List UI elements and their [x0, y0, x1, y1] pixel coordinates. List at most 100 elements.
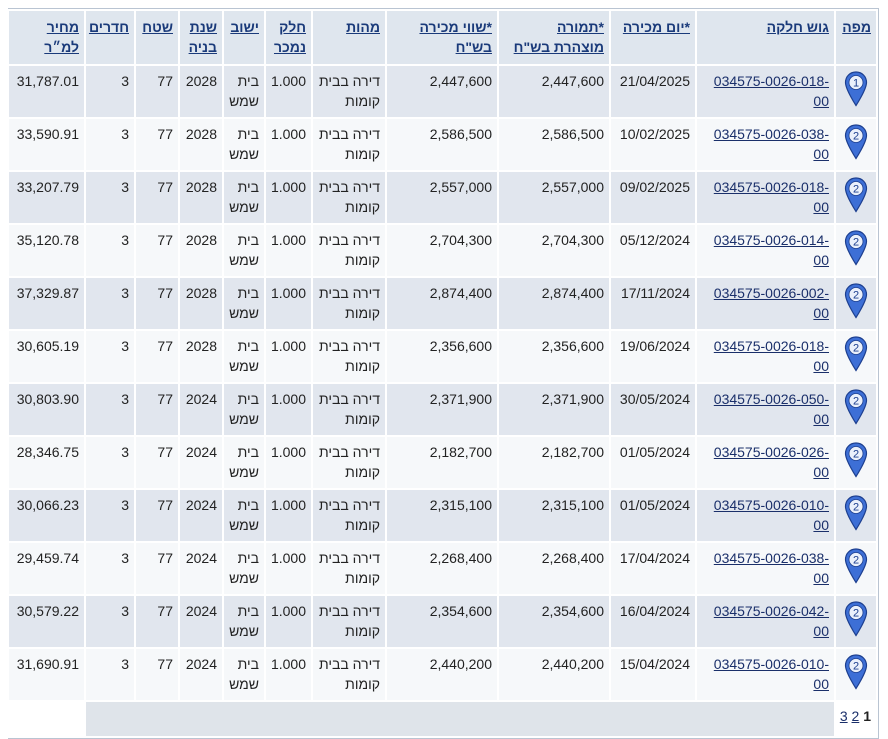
map-pin[interactable]: 2 — [844, 442, 868, 478]
cell: 2 — [834, 488, 878, 543]
parcel-link[interactable]: 034575-0026-038-00 — [713, 550, 829, 586]
column-header-label[interactable]: *יום מכירה — [622, 19, 690, 35]
cell-text: 31,787.01 — [16, 73, 79, 89]
parcel-link[interactable]: 034575-0026-018-00 — [713, 73, 829, 109]
cell: 034575-0026-018-00 — [695, 170, 836, 225]
cell: 77 — [134, 541, 180, 596]
parcel-link[interactable]: 034575-0026-002-00 — [713, 285, 829, 321]
cell: 2 — [834, 223, 878, 278]
parcel-link[interactable]: 034575-0026-038-00 — [713, 126, 829, 162]
cell: 2,182,700 — [385, 435, 499, 490]
column-header-label[interactable]: שטח — [142, 19, 173, 35]
column-header-label[interactable]: מפה — [842, 19, 871, 35]
cell: 1.000 — [264, 435, 313, 490]
cell-text: 30,605.19 — [16, 338, 79, 354]
column-header-label[interactable]: חדרים — [88, 19, 129, 35]
column-header-label[interactable]: חלק נמכר — [273, 19, 306, 55]
cell-text: 17/11/2024 — [620, 285, 690, 301]
parcel-link[interactable]: 034575-0026-050-00 — [713, 391, 829, 427]
map-pin[interactable]: 1 — [844, 71, 868, 107]
cell-text: דירה בבית קומות — [319, 285, 380, 321]
cell: 3 — [84, 117, 136, 172]
map-pin[interactable]: 2 — [844, 495, 868, 531]
cell-text: 77 — [157, 444, 173, 460]
cell-text: 77 — [157, 497, 173, 513]
parcel-link[interactable]: 034575-0026-018-00 — [713, 179, 829, 215]
map-pin[interactable]: 2 — [844, 230, 868, 266]
column-header[interactable]: חדרים — [84, 9, 136, 66]
parcel-link[interactable]: 034575-0026-010-00 — [713, 656, 829, 692]
map-pin-number: 2 — [853, 343, 859, 355]
cell: 2024 — [178, 488, 224, 543]
column-header[interactable]: *שווי מכירה בש"ח — [385, 9, 499, 66]
column-header-label[interactable]: ישוב — [230, 19, 259, 35]
column-header[interactable]: שטח — [134, 9, 180, 66]
map-pin[interactable]: 2 — [844, 389, 868, 425]
column-header[interactable]: שנת בניה — [178, 9, 224, 66]
column-header-label[interactable]: *תמורה מוצהרת בש"ח — [513, 19, 604, 55]
column-header-label[interactable]: גוש חלקה — [766, 19, 829, 35]
cell: 2 — [834, 170, 878, 225]
cell: 3 — [84, 329, 136, 384]
map-pin[interactable]: 2 — [844, 601, 868, 637]
map-pin[interactable]: 2 — [844, 654, 868, 690]
map-pin[interactable]: 2 — [844, 336, 868, 372]
cell-text: 37,329.87 — [16, 285, 79, 301]
cell: 2,354,600 — [385, 594, 499, 649]
parcel-link[interactable]: 034575-0026-010-00 — [713, 497, 829, 533]
cell-text: 2028 — [185, 285, 217, 301]
parcel-link[interactable]: 034575-0026-026-00 — [713, 444, 829, 480]
cell-text: 29,459.74 — [16, 550, 79, 566]
column-header-label[interactable]: שנת בניה — [188, 19, 217, 55]
column-header[interactable]: ישוב — [222, 9, 266, 66]
header-row: מפה גוש חלקה *יום מכירה *תמורה מוצהרת בש"ח *… — [7, 9, 878, 66]
map-pin[interactable]: 2 — [844, 548, 868, 584]
cell-text: 2,586,500 — [541, 126, 604, 142]
column-header[interactable]: מחיר למ״ר — [7, 9, 86, 66]
cell-text: 2,704,300 — [429, 232, 492, 248]
cell-text: 1.000 — [270, 656, 306, 672]
column-header[interactable]: גוש חלקה — [695, 9, 836, 66]
column-header-label[interactable]: מהות — [346, 19, 380, 35]
cell: 15/04/2024 — [609, 647, 697, 702]
column-header[interactable]: מהות — [311, 9, 387, 66]
cell: 31,787.01 — [7, 64, 86, 119]
cell: 2024 — [178, 435, 224, 490]
cell: 2028 — [178, 170, 224, 225]
page-link[interactable]: 3 — [839, 708, 848, 724]
cell: 2024 — [178, 594, 224, 649]
cell-text: 77 — [157, 126, 173, 142]
cell-text: 2,874,400 — [541, 285, 604, 301]
column-header[interactable]: *יום מכירה — [609, 9, 697, 66]
column-header-label[interactable]: מחיר למ״ר — [44, 19, 79, 55]
column-header[interactable]: חלק נמכר — [264, 9, 313, 66]
column-header[interactable]: מפה — [834, 9, 878, 66]
cell-text: 77 — [157, 603, 173, 619]
cell: 2,704,300 — [385, 223, 499, 278]
cell-text: 2024 — [185, 497, 217, 513]
column-header[interactable]: *תמורה מוצהרת בש"ח — [497, 9, 611, 66]
cell: בית שמש — [222, 488, 266, 543]
cell: 034575-0026-002-00 — [695, 276, 836, 331]
cell: 2 — [834, 435, 878, 490]
parcel-link[interactable]: 034575-0026-042-00 — [713, 603, 829, 639]
cell-text: 77 — [157, 179, 173, 195]
column-header-label[interactable]: *שווי מכירה בש"ח — [419, 19, 492, 55]
cell-text: 2028 — [185, 338, 217, 354]
cell-text: 3 — [121, 179, 129, 195]
cell: 1.000 — [264, 223, 313, 278]
cell-text: 2024 — [185, 603, 217, 619]
map-pin-number: 2 — [853, 237, 859, 249]
cell: בית שמש — [222, 382, 266, 437]
page-link[interactable]: 2 — [851, 708, 860, 724]
parcel-link[interactable]: 034575-0026-014-00 — [713, 232, 829, 268]
cell: 034575-0026-014-00 — [695, 223, 836, 278]
map-pin[interactable]: 2 — [844, 283, 868, 319]
cell-text: 2024 — [185, 550, 217, 566]
cell-text: בית שמש — [229, 285, 259, 321]
map-pin[interactable]: 2 — [844, 124, 868, 160]
parcel-link[interactable]: 034575-0026-018-00 — [713, 338, 829, 374]
cell-text: 2,440,200 — [541, 656, 604, 672]
map-pin[interactable]: 2 — [844, 177, 868, 213]
cell-text: 2,874,400 — [429, 285, 492, 301]
